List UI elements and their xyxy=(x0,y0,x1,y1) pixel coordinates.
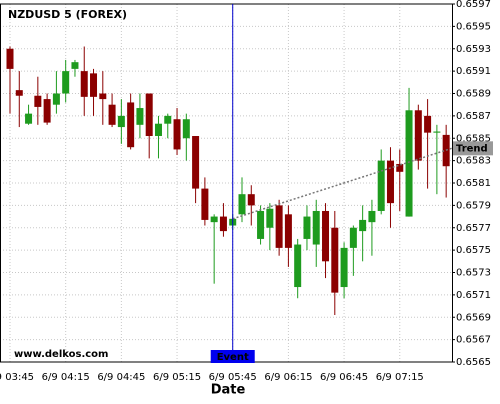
candle-body xyxy=(43,99,51,123)
y-tick-label: 0.6581 xyxy=(456,178,491,189)
watermark: www.delkos.com xyxy=(14,349,108,360)
y-tick-label: 0.6593 xyxy=(456,44,491,55)
candle-body xyxy=(331,227,339,293)
candle-body xyxy=(238,194,246,215)
x-tick-label: 6/9 04:15 xyxy=(42,372,90,383)
chart-title: NZDUSD 5 (FOREX) xyxy=(8,8,127,21)
candle-body xyxy=(6,48,14,69)
y-tick-label: 0.6567 xyxy=(456,335,491,346)
candle-body xyxy=(90,73,98,97)
x-tick-label: 6/9 07:15 xyxy=(376,372,424,383)
y-tick-label: 0.6571 xyxy=(456,290,491,301)
trend-label-box xyxy=(453,141,493,156)
candle-body xyxy=(201,188,209,220)
event-label: Event xyxy=(217,352,249,363)
candle-body xyxy=(340,247,348,288)
x-tick-label: 6/9 06:45 xyxy=(320,372,368,383)
x-tick-label: 6/9 05:15 xyxy=(153,372,201,383)
y-tick-label: 0.6587 xyxy=(456,111,491,122)
candle-body xyxy=(25,113,33,124)
candle-body xyxy=(210,216,218,223)
y-tick-label: 0.6579 xyxy=(456,200,491,211)
y-tick-label: 0.6565 xyxy=(456,357,491,368)
candle-body xyxy=(247,194,255,206)
x-tick-label: 6/9 05:45 xyxy=(209,372,257,383)
candle-body xyxy=(164,115,172,124)
candle-body xyxy=(154,123,162,137)
candle-body xyxy=(433,131,441,133)
candle-body xyxy=(71,62,79,69)
y-tick-label: 0.6575 xyxy=(456,245,491,256)
candle-body xyxy=(117,115,125,128)
candle-body xyxy=(359,219,367,232)
candle-body xyxy=(62,71,70,94)
candle-body xyxy=(34,95,42,107)
candle-body xyxy=(99,93,107,100)
candle-body xyxy=(303,216,311,239)
candle-body xyxy=(312,210,320,245)
y-tick-label: 0.6569 xyxy=(456,312,491,323)
candle-body xyxy=(349,227,357,248)
y-tick-label: 0.6597 xyxy=(456,0,491,10)
candle-body xyxy=(322,210,330,262)
candle-body xyxy=(108,104,116,125)
candle-body xyxy=(52,93,60,105)
x-tick-label: 6/9 06:15 xyxy=(264,372,312,383)
candle-body xyxy=(266,208,274,228)
candle-body xyxy=(275,205,283,248)
candle-body xyxy=(15,90,23,96)
x-tick-label: 6/9 04:45 xyxy=(97,372,145,383)
candle-body xyxy=(173,119,181,150)
event-label-box xyxy=(210,350,255,363)
candle-body xyxy=(192,136,200,189)
x-tick-label: 6/9 03:45 xyxy=(0,372,34,383)
candle-body xyxy=(377,160,385,211)
y-tick-label: 0.6589 xyxy=(456,89,491,100)
candle-body xyxy=(145,93,153,137)
candle-body xyxy=(414,110,422,161)
candle-body xyxy=(284,214,292,248)
y-tick-label: 0.6591 xyxy=(456,66,491,77)
candle-body xyxy=(136,108,144,125)
candle-body xyxy=(424,115,432,133)
candle-body xyxy=(127,102,135,148)
x-axis-label: Date xyxy=(211,383,246,398)
candle-body xyxy=(386,160,394,204)
candle-body xyxy=(257,210,265,239)
candle-body xyxy=(80,71,88,97)
candle-body xyxy=(368,210,376,223)
y-tick-label: 0.6577 xyxy=(456,223,491,234)
y-tick-label: 0.6573 xyxy=(456,268,491,279)
y-tick-label: 0.6585 xyxy=(456,133,491,144)
candle-body xyxy=(405,110,413,217)
candle-body xyxy=(396,163,404,172)
candle-body xyxy=(182,119,190,139)
y-tick-label: 0.6583 xyxy=(456,156,491,167)
candle-body xyxy=(219,216,227,232)
candle-body xyxy=(294,244,302,288)
trend-label: Trend xyxy=(456,143,488,154)
y-tick-label: 0.6595 xyxy=(456,21,491,32)
